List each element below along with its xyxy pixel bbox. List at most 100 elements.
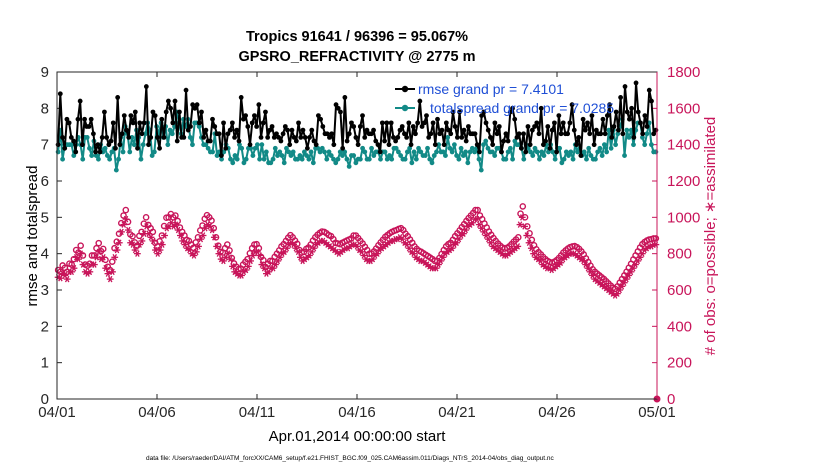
- rmse-point: [313, 142, 319, 148]
- spread-point: [570, 156, 576, 162]
- spread-point: [559, 160, 565, 166]
- obs-assimilated-stroke: [193, 248, 199, 256]
- rmse-point: [534, 120, 540, 126]
- spread-point: [284, 145, 289, 151]
- obs-assimilated-stroke: [87, 268, 93, 276]
- rmse-point: [404, 135, 410, 140]
- rmse-point: [477, 149, 482, 155]
- rmse-point: [624, 109, 630, 115]
- spread-point: [248, 145, 254, 151]
- obs-assimilated-stroke: [94, 254, 99, 261]
- obs-assimilated-stroke: [483, 232, 489, 239]
- rmse-point: [194, 102, 200, 108]
- spread-point: [315, 145, 321, 151]
- obs-assimilated-stroke: [146, 230, 151, 237]
- obs-assimilated-point: [210, 234, 218, 241]
- spread-point: [411, 149, 417, 155]
- rmse-point: [110, 120, 116, 126]
- spread-point: [534, 149, 540, 155]
- spread-point: [485, 145, 491, 151]
- rmse-point: [399, 124, 405, 129]
- obs-assimilated-stroke: [486, 235, 491, 243]
- spread-point: [436, 142, 442, 148]
- rmse-point: [161, 135, 167, 140]
- rmse-point: [426, 135, 432, 140]
- obs-assimilated-stroke: [225, 250, 231, 257]
- obs-assimilated-stroke: [148, 234, 154, 241]
- rmse-point: [263, 109, 268, 115]
- spread-point: [270, 156, 276, 162]
- rmse-point: [435, 116, 440, 122]
- rmse-point: [386, 142, 392, 148]
- spread-point: [203, 142, 209, 148]
- spread-point: [599, 153, 605, 158]
- rmse-point: [229, 120, 235, 126]
- spread-point: [230, 160, 236, 166]
- y-left-tick-label: 1: [41, 355, 49, 372]
- rmse-point: [521, 131, 526, 137]
- spread-point: [584, 156, 589, 162]
- spread-point: [418, 149, 424, 155]
- spread-point: [277, 149, 283, 155]
- obs-possible-point: [472, 206, 479, 214]
- rmse-point: [333, 102, 339, 108]
- obs-assimilated-stroke: [135, 250, 140, 257]
- spread-point: [371, 153, 377, 158]
- rmse-point: [157, 145, 162, 151]
- rmse-point: [353, 135, 359, 140]
- spread-point: [467, 149, 473, 155]
- obs-assimilated-stroke: [150, 237, 156, 245]
- obs-assimilated-stroke: [400, 235, 405, 243]
- rmse-point: [331, 142, 337, 148]
- rmse-point: [71, 138, 76, 144]
- spread-point: [601, 142, 607, 148]
- rmse-point: [225, 131, 231, 137]
- spread-point: [288, 153, 294, 158]
- rmse-point: [525, 124, 531, 129]
- obs-assimilated-point: [226, 255, 234, 263]
- rmse-point: [565, 131, 571, 137]
- rmse-point: [518, 145, 524, 151]
- rmse-point: [371, 127, 376, 133]
- rmse-point: [150, 109, 156, 115]
- spread-point: [622, 153, 627, 158]
- rmse-point: [177, 109, 182, 115]
- y-left-tick-label: 7: [41, 137, 49, 154]
- rmse-point: [395, 135, 401, 140]
- spread-point: [568, 149, 574, 155]
- rmse-point: [168, 105, 174, 111]
- spread-point: [447, 145, 453, 151]
- rmse-point: [88, 116, 94, 122]
- rmse-point: [146, 142, 151, 148]
- y-right-tick-label: 1400: [667, 137, 700, 154]
- spread-point: [398, 153, 404, 158]
- obs-assimilated-stroke: [132, 246, 138, 254]
- rmse-point: [574, 142, 579, 148]
- obs-assimilated-stroke: [110, 268, 115, 276]
- obs-possible-point: [519, 203, 527, 210]
- spread-point: [243, 156, 249, 162]
- rmse-point: [549, 127, 555, 133]
- rmse-point: [415, 120, 421, 126]
- rmse-point: [141, 120, 147, 126]
- obs-assimilated-stroke: [293, 244, 299, 252]
- obs-assimilated-point: [527, 244, 535, 252]
- rmse-point: [104, 135, 110, 140]
- rmse-point: [93, 149, 99, 155]
- rmse-point: [609, 135, 615, 140]
- spread-point: [481, 142, 486, 148]
- obs-assimilated-stroke: [406, 244, 412, 252]
- rmse-point: [488, 135, 493, 140]
- spread-point: [541, 153, 547, 158]
- spread-point: [362, 149, 368, 155]
- obs-possible-point: [652, 235, 660, 242]
- obs-assimilated-stroke: [169, 219, 174, 227]
- spread-point: [360, 145, 365, 151]
- rmse-point: [355, 142, 361, 148]
- rmse-point: [170, 120, 176, 126]
- rmse-point: [598, 131, 604, 137]
- spread-point: [649, 142, 654, 148]
- spread-point: [310, 160, 316, 166]
- spread-point: [210, 149, 215, 155]
- spread-point: [328, 153, 334, 158]
